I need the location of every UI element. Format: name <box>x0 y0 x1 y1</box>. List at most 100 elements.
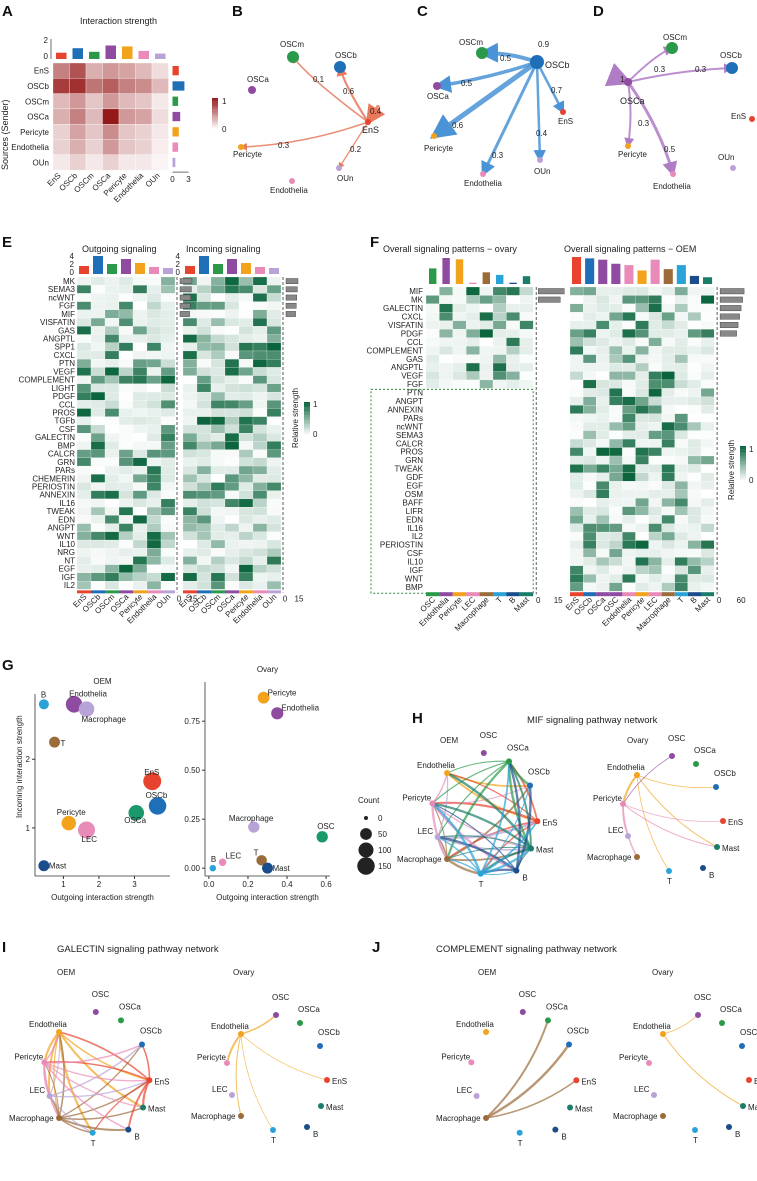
heat-cell-out <box>118 408 134 417</box>
heat-cell <box>118 139 136 155</box>
heat-cell-ovary <box>425 371 440 381</box>
heat-cell-out <box>118 391 134 401</box>
heat-cell-out <box>132 424 148 434</box>
heat-cell-oem <box>648 371 662 381</box>
heat-cell-oem <box>609 506 623 516</box>
net-label-Pericyte: Pericyte <box>402 793 431 802</box>
legend-step <box>212 104 218 107</box>
pathway-label-ANGPT: ANGPT <box>395 397 423 406</box>
heat-cell-in <box>196 465 212 475</box>
heat-cell <box>85 62 103 79</box>
heat-cell-in <box>266 383 282 393</box>
net-node-OSCb <box>527 782 533 789</box>
heat-cell-oem <box>661 312 675 321</box>
net-edge <box>437 820 538 839</box>
heat-cell-out <box>146 318 162 327</box>
heat-cell-ovary <box>425 379 440 389</box>
heat-cell <box>85 93 103 110</box>
heat-cell-ovary <box>492 379 507 389</box>
heat-cell-out <box>104 433 120 442</box>
heat-cell-in <box>266 539 282 549</box>
heat-cell-in <box>266 391 282 401</box>
heat-cell-out <box>160 556 176 565</box>
net-node-OSCb <box>713 784 719 790</box>
legend-title: Relative strength <box>727 440 736 500</box>
pathway-label-IL2: IL2 <box>412 532 424 541</box>
heat-cell-in <box>182 507 198 516</box>
node-label-OSCb: OSCb <box>720 51 742 60</box>
heat-cell-oem <box>674 447 688 457</box>
y-tick-label: 0.50 <box>184 766 200 775</box>
net-edge <box>431 803 449 860</box>
pathway-label-PROS: PROS <box>400 448 423 457</box>
pathway-label-EGF: EGF <box>407 482 424 491</box>
color-strip-OSCm <box>105 590 119 594</box>
heat-cell-in <box>266 293 282 302</box>
right-bar-OSCa <box>172 111 181 122</box>
heat-cell-out <box>160 564 176 574</box>
heat-cell <box>135 124 153 140</box>
heat-cell-oem <box>582 472 597 482</box>
panel-j-networks: COMPLEMENT signaling pathway network OEM… <box>436 944 757 1148</box>
heat-cell-in <box>238 581 254 590</box>
heat-cell-out <box>160 391 176 401</box>
heat-cell-oem <box>609 405 623 414</box>
heat-cell-oem <box>609 413 623 423</box>
row-label-OUn: OUn <box>33 159 49 168</box>
heat-cell-in <box>238 498 254 508</box>
heat-cell-oem <box>674 371 688 381</box>
heat-cell-in <box>224 334 240 343</box>
legend-step <box>740 478 746 481</box>
right-bar-EnS <box>172 66 179 76</box>
net-node-LEC <box>229 1092 235 1098</box>
heat-cell-oem <box>661 379 675 389</box>
heat-cell-out <box>132 490 148 500</box>
heat-cell-in <box>266 408 282 417</box>
heat-cell-out <box>160 301 176 310</box>
edge <box>239 121 369 151</box>
panel-letter-f: F <box>370 234 379 251</box>
heat-cell-out <box>104 391 120 401</box>
ovary-missing-box <box>370 388 534 594</box>
heat-cell-oem <box>648 548 662 558</box>
net-label-OSCa: OSCa <box>507 743 529 752</box>
pathway-label-MIF: MIF <box>409 287 423 296</box>
point-B <box>38 699 49 710</box>
heat-cell-in <box>266 326 282 335</box>
heat-cell-ovary <box>519 337 534 347</box>
heat-cell-oem <box>596 346 610 355</box>
heat-cell-ovary <box>439 354 453 364</box>
heat-cell-out <box>90 564 106 574</box>
node-OSCm <box>287 51 299 63</box>
color-strip-Mast <box>701 592 715 597</box>
net-edge <box>58 1031 150 1081</box>
heat-cell-ovary <box>506 329 520 338</box>
heat-cell-oem <box>674 379 688 389</box>
heat-cell-oem <box>582 413 597 423</box>
net-edge <box>44 1043 143 1064</box>
heat-cell-oem <box>687 481 702 490</box>
top-bar-Endothelia <box>138 50 149 59</box>
heat-cell-in <box>252 293 268 302</box>
heat-cell-out <box>104 334 120 343</box>
panel-a-heatmap: Interaction strength Sources (Sender) En… <box>0 16 227 204</box>
pathway-label-ANGPTL: ANGPTL <box>391 363 424 372</box>
heat-cell-ovary <box>425 337 440 347</box>
panel-e-heatmaps: Outgoing signaling Incoming signaling MK… <box>19 244 318 626</box>
heat-cell-oem <box>569 320 584 330</box>
heat-cell-oem <box>609 303 623 313</box>
node-label-EnS: EnS <box>731 112 746 121</box>
heat-cell-in <box>196 416 212 426</box>
heat-cell-out <box>90 539 106 549</box>
row-bar-in <box>285 302 297 309</box>
net-label-OSC: OSC <box>272 993 290 1002</box>
x-tick-label: 2 <box>97 880 102 889</box>
net-edge <box>49 1095 93 1134</box>
heat-cell-out <box>118 342 134 352</box>
panel-f-heatmaps: Overall signaling patterns − ovary Overa… <box>367 244 754 633</box>
x-tick-label: 0.6 <box>321 880 333 889</box>
heat-cell-out <box>90 424 106 434</box>
heat-cell-oem <box>648 303 662 313</box>
heat-cell-oem <box>648 531 662 541</box>
net-edge <box>44 1061 150 1082</box>
